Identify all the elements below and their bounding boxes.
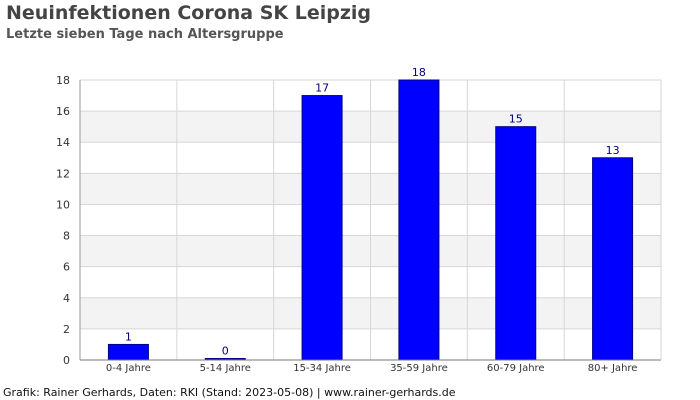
y-tick-label: 12 <box>56 167 70 180</box>
x-tick-label: 5-14 Jahre <box>200 363 251 374</box>
x-tick-label: 15-34 Jahre <box>293 363 351 374</box>
y-tick-label: 18 <box>56 74 70 87</box>
y-tick-label: 14 <box>56 136 70 149</box>
bar <box>107 343 149 361</box>
data-label: 15 <box>509 113 523 126</box>
data-label: 1 <box>125 330 132 343</box>
data-label: 13 <box>606 144 620 157</box>
x-tick-label: 80+ Jahre <box>588 363 638 374</box>
y-tick-label: 8 <box>63 230 70 243</box>
x-tick-label: 60-79 Jahre <box>487 363 545 374</box>
bar <box>592 157 634 361</box>
chart-title: Neuinfektionen Corona SK Leipzig <box>6 2 372 24</box>
axes <box>79 80 662 361</box>
grid-lines <box>80 79 661 361</box>
data-label: 18 <box>412 66 426 79</box>
y-tick-label: 6 <box>63 261 70 274</box>
y-tick-label: 16 <box>56 105 70 118</box>
footer-credit: Grafik: Rainer Gerhards, Daten: RKI (Sta… <box>3 386 456 399</box>
y-tick-label: 4 <box>63 292 70 305</box>
x-tick-labels: 0-4 Jahre 5-14 Jahre 15-34 Jahre 35-59 Jahr… <box>106 363 638 374</box>
y-tick-label: 10 <box>56 198 70 211</box>
x-tick-label: 0-4 Jahre <box>106 363 151 374</box>
data-labels: 1 0 17 18 15 13 <box>125 66 620 358</box>
bar <box>398 79 440 361</box>
bar <box>495 126 537 361</box>
y-tick-labels: 0 2 4 6 8 10 12 14 16 18 <box>56 74 70 367</box>
y-tick-label: 0 <box>63 354 70 367</box>
chart-subtitle: Letzte sieben Tage nach Altersgruppe <box>6 27 284 42</box>
bar <box>301 95 343 361</box>
data-label: 17 <box>315 82 329 95</box>
y-tick-label: 2 <box>63 323 70 336</box>
data-label: 0 <box>222 345 229 358</box>
bars <box>107 79 634 361</box>
x-tick-label: 35-59 Jahre <box>390 363 448 374</box>
